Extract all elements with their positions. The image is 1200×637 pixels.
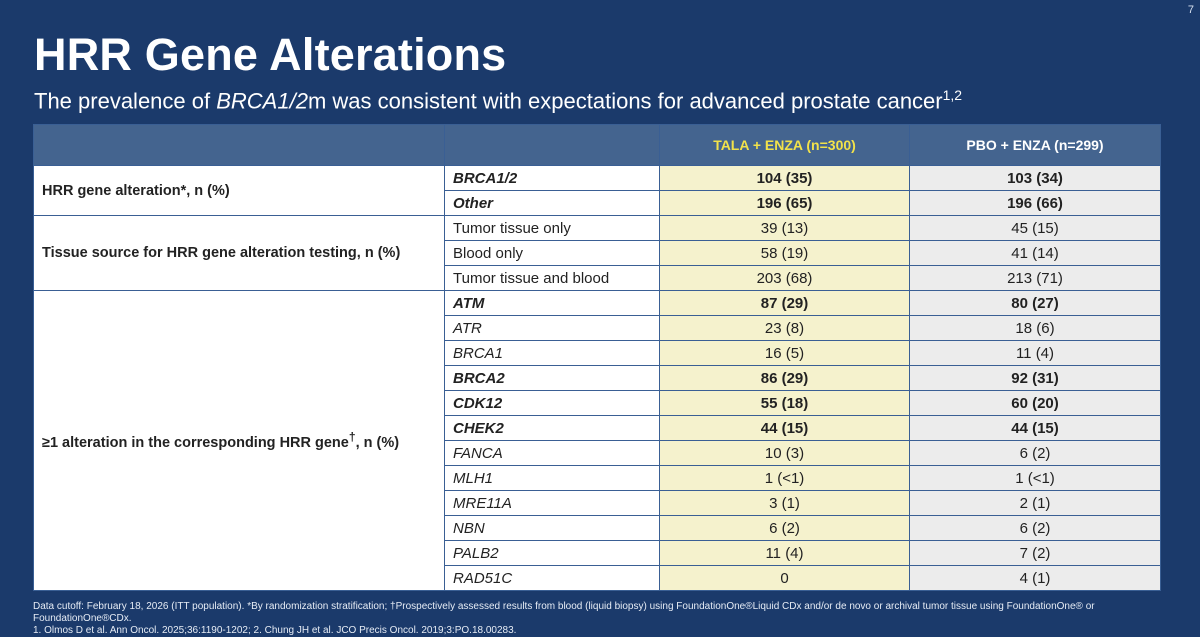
- group-label-footnote-mark: †: [348, 430, 356, 445]
- header-tala-enza: TALA + ENZA (n=300): [659, 124, 910, 166]
- row-sublabel: Other: [444, 190, 660, 216]
- cell-pbo-enza: 6 (2): [909, 440, 1161, 466]
- table-row: FANCA 10 (3) 6 (2): [34, 440, 1161, 466]
- cell-tala-enza: 6 (2): [659, 515, 910, 541]
- row-sublabel: Blood only: [444, 240, 660, 266]
- row-sublabel: Tumor tissue and blood: [444, 265, 660, 291]
- row-sublabel: MRE11A: [444, 490, 660, 516]
- table-row: Blood only 58 (19) 41 (14): [34, 240, 1161, 266]
- row-sublabel: CHEK2: [444, 415, 660, 441]
- cell-tala-enza: 104 (35): [659, 165, 910, 191]
- footnote-text: Data cutoff: February 18, 2026 (ITT popu…: [33, 601, 1095, 624]
- table-body: HRR gene alteration*, n (%) BRCA1/2 104 (3…: [33, 165, 1161, 591]
- cell-tala-enza: 1 (<1): [659, 465, 910, 491]
- subtitle-post: m was consistent with expectations for a…: [307, 88, 943, 114]
- row-sublabel: RAD51C: [444, 565, 660, 591]
- cell-tala-enza: 196 (65): [659, 190, 910, 216]
- hrr-alterations-table: TALA + ENZA (n=300) PBO + ENZA (n=299) H…: [33, 124, 1161, 591]
- table-header-row: TALA + ENZA (n=300) PBO + ENZA (n=299): [33, 124, 1161, 166]
- cell-pbo-enza: 196 (66): [909, 190, 1161, 216]
- table-row: BRCA1 16 (5) 11 (4): [34, 340, 1161, 366]
- cell-pbo-enza: 6 (2): [909, 515, 1161, 541]
- group-label-text: Tissue source for HRR gene alteration te…: [42, 245, 401, 261]
- group-label-text: HRR gene alteration*, n (%): [42, 182, 230, 199]
- row-sublabel: ATM: [444, 290, 660, 316]
- cell-tala-enza: 55 (18): [659, 390, 910, 416]
- row-sublabel: PALB2: [444, 540, 660, 566]
- table-row: CDK12 55 (18) 60 (20): [34, 390, 1161, 416]
- table-row: CHEK2 44 (15) 44 (15): [34, 415, 1161, 441]
- row-sublabel: NBN: [444, 515, 660, 541]
- cell-pbo-enza: 4 (1): [909, 565, 1161, 591]
- cell-tala-enza: 0: [659, 565, 910, 591]
- cell-tala-enza: 23 (8): [659, 315, 910, 341]
- table-row: Other 196 (65) 196 (66): [34, 190, 1161, 216]
- cell-pbo-enza: 11 (4): [909, 340, 1161, 366]
- cell-tala-enza: 39 (13): [659, 215, 910, 241]
- footnote: Data cutoff: February 18, 2026 (ITT popu…: [33, 601, 1173, 637]
- table-row: ATR 23 (8) 18 (6): [34, 315, 1161, 341]
- header-pbo-enza: PBO + ENZA (n=299): [909, 124, 1161, 166]
- cell-tala-enza: 11 (4): [659, 540, 910, 566]
- table-row: MRE11A 3 (1) 2 (1): [34, 490, 1161, 516]
- footnote-references: 1. Olmos D et al. Ann Oncol. 2025;36:119…: [33, 625, 517, 636]
- slide-subtitle: The prevalence of BRCA1/2m was consisten…: [34, 87, 963, 114]
- cell-pbo-enza: 213 (71): [909, 265, 1161, 291]
- cell-tala-enza: 16 (5): [659, 340, 910, 366]
- table-row: RAD51C 0 4 (1): [34, 565, 1161, 591]
- cell-tala-enza: 3 (1): [659, 490, 910, 516]
- row-sublabel: CDK12: [444, 390, 660, 416]
- row-sublabel: Tumor tissue only: [444, 215, 660, 241]
- table-row: Tissue source for HRR gene alteration te…: [33, 215, 1161, 291]
- subtitle-pre: The prevalence of: [34, 88, 217, 114]
- group-label-text: ≥1 alteration in the corresponding HRR g…: [42, 434, 349, 451]
- cell-pbo-enza: 2 (1): [909, 490, 1161, 516]
- cell-tala-enza: 203 (68): [659, 265, 910, 291]
- subtitle-references: 1,2: [942, 87, 963, 103]
- cell-tala-enza: 10 (3): [659, 440, 910, 466]
- cell-tala-enza: 86 (29): [659, 365, 910, 391]
- row-sublabel: ATR: [444, 315, 660, 341]
- table-row: ≥1 alteration in the corresponding HRR g…: [33, 290, 1161, 591]
- cell-tala-enza: 44 (15): [659, 415, 910, 441]
- group-label: Tissue source for HRR gene alteration te…: [33, 215, 445, 291]
- cell-pbo-enza: 45 (15): [909, 215, 1161, 241]
- cell-pbo-enza: 18 (6): [909, 315, 1161, 341]
- group-label: ≥1 alteration in the corresponding HRR g…: [33, 290, 445, 591]
- cell-pbo-enza: 60 (20): [909, 390, 1161, 416]
- cell-pbo-enza: 41 (14): [909, 240, 1161, 266]
- row-sublabel: BRCA2: [444, 365, 660, 391]
- cell-pbo-enza: 1 (<1): [909, 465, 1161, 491]
- header-blank-1: [33, 124, 445, 166]
- cell-pbo-enza: 7 (2): [909, 540, 1161, 566]
- cell-tala-enza: 87 (29): [659, 290, 910, 316]
- row-sublabel: BRCA1: [444, 340, 660, 366]
- subtitle-gene: BRCA1/2: [216, 88, 308, 114]
- table-row: HRR gene alteration*, n (%) BRCA1/2 104 (3…: [33, 165, 1161, 216]
- cell-pbo-enza: 92 (31): [909, 365, 1161, 391]
- group-label-tail: , n (%): [355, 434, 400, 451]
- cell-pbo-enza: 80 (27): [909, 290, 1161, 316]
- table-row: NBN 6 (2) 6 (2): [34, 515, 1161, 541]
- cell-pbo-enza: 103 (34): [909, 165, 1161, 191]
- header-blank-2: [444, 124, 660, 166]
- table-row: Tumor tissue and blood 203 (68) 213 (71): [34, 265, 1161, 291]
- row-sublabel: FANCA: [444, 440, 660, 466]
- cell-tala-enza: 58 (19): [659, 240, 910, 266]
- slide-number: 7: [1187, 4, 1194, 16]
- cell-pbo-enza: 44 (15): [909, 415, 1161, 441]
- row-sublabel: MLH1: [444, 465, 660, 491]
- row-sublabel: BRCA1/2: [444, 165, 660, 191]
- group-label: HRR gene alteration*, n (%): [33, 165, 445, 216]
- slide-title: HRR Gene Alterations: [34, 29, 507, 80]
